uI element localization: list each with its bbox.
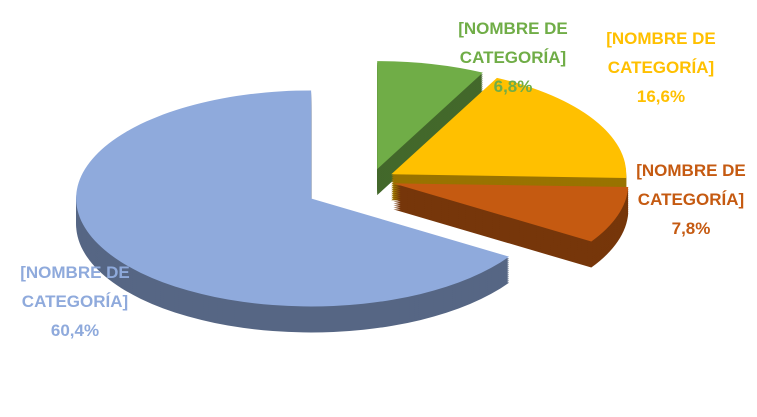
pie-slice: [377, 61, 483, 170]
pie-slice: [76, 90, 510, 307]
category-label: [NOMBRE DE CATEGORÍA]: [20, 263, 130, 311]
pie-slice: [391, 77, 627, 178]
data-label: [NOMBRE DE CATEGORÍA] 7,8%: [626, 156, 756, 243]
category-label: [NOMBRE DE CATEGORÍA]: [458, 19, 568, 67]
data-label: [NOMBRE DE CATEGORÍA] 16,6%: [596, 24, 726, 111]
category-label: [NOMBRE DE CATEGORÍA]: [606, 29, 716, 77]
value-label: 16,6%: [636, 87, 686, 106]
pie-slice: [393, 183, 629, 242]
category-label: [NOMBRE DE CATEGORÍA]: [636, 161, 746, 209]
value-label: 7,8%: [671, 219, 711, 238]
value-label: 6,8%: [493, 77, 533, 96]
data-label: [NOMBRE DE CATEGORÍA] 60,4%: [10, 258, 140, 345]
data-label: [NOMBRE DE CATEGORÍA] 6,8%: [448, 14, 578, 101]
value-label: 60,4%: [50, 321, 100, 340]
